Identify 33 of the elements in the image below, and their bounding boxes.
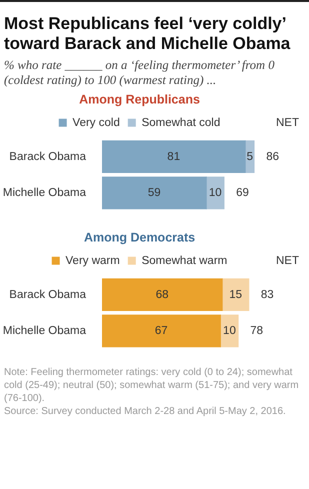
y-tick-label: Barack Obama — [9, 150, 87, 163]
bar — [102, 278, 223, 311]
source-note: Source: Survey conducted March 2-28 and April 5-May 2, 2016. — [4, 405, 287, 418]
legend-label: Very warm — [66, 254, 120, 267]
y-tick-label: Michelle Obama — [2, 325, 87, 338]
text: Note: Feeling thermometer ratings: very cold (0 to 24); somewhat cold (25-49); neutral (50); somewhat warm (51-75); and very warm (76-100). — [4, 366, 300, 405]
chart-title: Most Republicans feel ‘very coldly’ toward Barack and Michelle Obama — [4, 14, 292, 54]
data-label: 10 — [208, 187, 222, 200]
bar — [102, 176, 207, 210]
total-label: 78 — [250, 325, 264, 338]
total-label: 83 — [260, 288, 274, 301]
y2-axis-title: NET — [276, 116, 299, 129]
legend-title: Among Democrats — [84, 230, 196, 245]
bar — [102, 314, 221, 348]
data-label: 5 — [246, 150, 253, 163]
data-label: 68 — [156, 288, 169, 301]
total-label: 86 — [266, 150, 280, 163]
legend-title: Among Republicans — [79, 92, 200, 107]
bar — [222, 278, 250, 311]
y2-axis-title: NET — [276, 254, 299, 267]
data-label: 81 — [167, 150, 180, 163]
legend-label: Very cold — [72, 116, 120, 129]
y-tick-label: Michelle Obama — [2, 187, 87, 200]
chart-subtitle: % who rate ______ on a ‘feeling thermometer’ from 0 (coldest rating) to 100 (warmest rating) ... — [4, 58, 276, 88]
data-label: 10 — [223, 325, 236, 338]
legend-label: Somewhat cold — [142, 116, 220, 129]
data-label: 15 — [229, 288, 242, 301]
data-label: 67 — [154, 325, 168, 338]
legend-label: Somewhat warm — [142, 254, 228, 267]
total-label: 69 — [236, 187, 249, 200]
bar — [102, 140, 246, 173]
data-label: 59 — [148, 187, 161, 200]
y-tick-label: Barack Obama — [9, 288, 87, 301]
